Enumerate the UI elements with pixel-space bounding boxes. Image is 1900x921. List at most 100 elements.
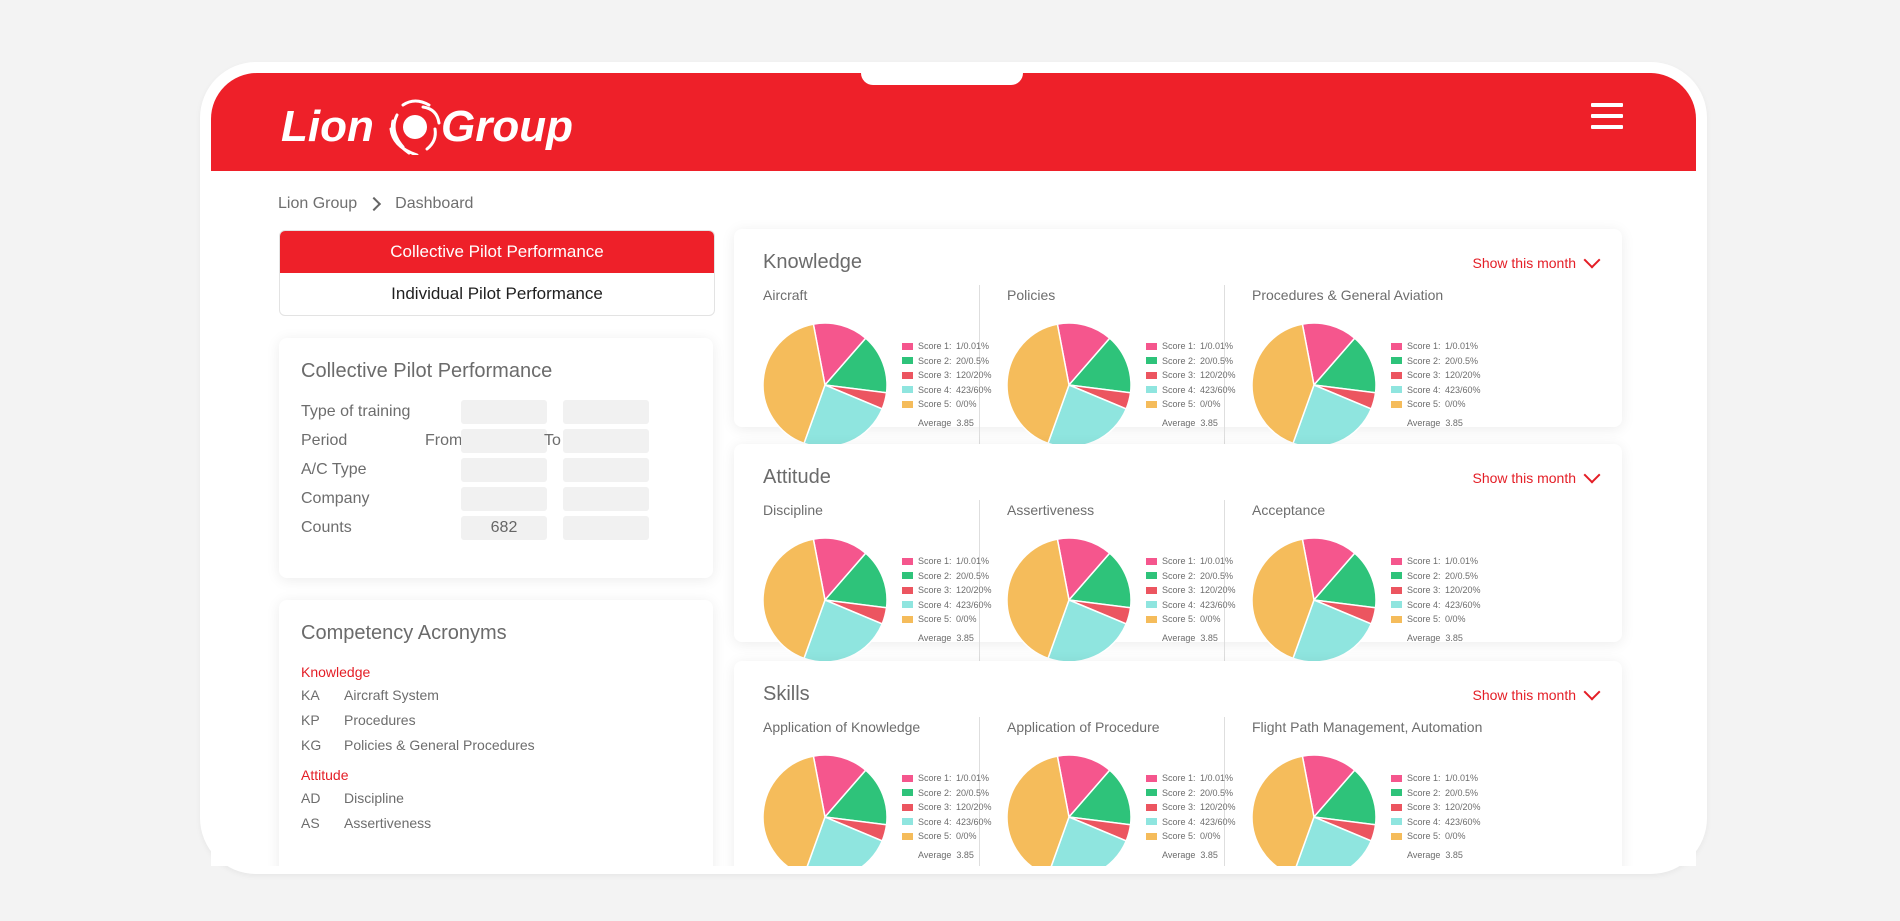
legend-value: 423/60% — [956, 816, 992, 827]
pie-slice-score-5[interactable] — [1007, 755, 1070, 866]
pie-slice-score-4[interactable] — [804, 816, 884, 866]
legend-average: Average 3.85 — [1146, 633, 1236, 643]
training-field-2[interactable] — [563, 400, 649, 424]
pie-slice-score-2[interactable] — [1067, 769, 1131, 826]
legend-swatch — [1146, 789, 1157, 797]
pie-slice-score-5[interactable] — [1252, 755, 1315, 866]
filter-row-training: Type of training — [301, 400, 701, 424]
legend-row: Score 5: 0/0% — [1391, 397, 1481, 412]
pie-slice-score-2[interactable] — [1312, 769, 1376, 826]
pie-slice-score-4[interactable] — [1292, 599, 1373, 662]
pie-slice-score-5[interactable] — [1007, 538, 1070, 660]
legend-label: Score 5: — [918, 399, 952, 409]
period-from-field[interactable] — [461, 429, 547, 453]
pie-slice-score-2[interactable] — [823, 552, 887, 609]
pie-slice-score-5[interactable] — [763, 323, 826, 445]
pie-slice-score-2[interactable] — [1312, 337, 1376, 394]
legend-label: Score 2: — [1407, 787, 1441, 798]
pie-slice-score-1[interactable] — [1056, 323, 1111, 387]
pie-slice-score-4[interactable] — [1047, 599, 1128, 662]
legend-value: 120/20% — [1200, 802, 1236, 812]
chart-title: Application of Knowledge — [763, 719, 921, 735]
breadcrumb-root[interactable]: Lion Group — [278, 195, 358, 212]
pie-slice-score-2[interactable] — [823, 337, 887, 394]
legend-row: Score 4: 423/60% — [902, 383, 992, 398]
legend-swatch — [902, 357, 913, 365]
pie-slice-score-2[interactable] — [1067, 552, 1131, 609]
filter-row-company: Company — [301, 487, 701, 511]
pie-slice-score-1[interactable] — [1301, 755, 1356, 819]
pie-slice-score-1[interactable] — [1301, 538, 1356, 602]
legend-value: 20/0.5% — [956, 355, 990, 366]
legend-swatch — [1391, 818, 1402, 826]
pie-slice-score-5[interactable] — [1007, 323, 1070, 445]
hamburger-menu-icon[interactable] — [1591, 103, 1623, 133]
legend-row: Score 2: 20/0.5% — [1391, 786, 1481, 801]
legend-swatch — [1146, 357, 1157, 365]
to-label: To — [544, 432, 561, 449]
legend-swatch — [1391, 400, 1402, 408]
legend-label: Score 4: — [1162, 384, 1196, 395]
legend-swatch — [902, 818, 913, 826]
ac-type-field-1[interactable] — [461, 458, 547, 482]
company-field-2[interactable] — [563, 487, 649, 511]
legend-row: Score 5: 0/0% — [1146, 397, 1236, 412]
legend-value: 0/0% — [1200, 831, 1221, 841]
training-field-1[interactable] — [461, 400, 547, 424]
pie-slice-score-5[interactable] — [763, 538, 826, 660]
company-field-1[interactable] — [461, 487, 547, 511]
legend-row: Score 1: 1/0.01% — [1391, 339, 1481, 354]
breadcrumb-current: Dashboard — [395, 195, 474, 212]
period-to-field[interactable] — [563, 429, 649, 453]
legend-row: Score 2: 20/0.5% — [902, 786, 992, 801]
pie-slice-score-2[interactable] — [823, 769, 887, 826]
show-this-month-dropdown[interactable]: Show this month — [1473, 466, 1601, 486]
pie-slice-score-4[interactable] — [1293, 816, 1373, 866]
column-divider — [1224, 500, 1225, 664]
pie-chart — [1252, 323, 1376, 447]
chart-title: Policies — [1007, 287, 1056, 303]
lion-group-logo[interactable]: Lion Group — [279, 95, 609, 155]
section-title: Attitude — [763, 466, 831, 488]
legend-row: Score 3: 120/20% — [902, 800, 992, 815]
legend-label: Score 4: — [1162, 599, 1196, 610]
pie-slice-score-1[interactable] — [812, 323, 867, 387]
pie-slice-score-2[interactable] — [1312, 552, 1376, 609]
company-label: Company — [301, 490, 370, 507]
show-this-month-dropdown[interactable]: Show this month — [1473, 683, 1601, 703]
acronym-row: KG Policies & General Procedures — [301, 737, 535, 753]
filter-row-ac-type: A/C Type — [301, 458, 701, 482]
column-divider — [979, 285, 980, 449]
ac-type-field-2[interactable] — [563, 458, 649, 482]
show-this-month-dropdown[interactable]: Show this month — [1473, 251, 1601, 271]
legend-row: Score 3: 120/20% — [1391, 368, 1481, 383]
pie-slice-score-4[interactable] — [1048, 816, 1128, 866]
average-label: Average — [918, 849, 952, 860]
legend-swatch — [1146, 601, 1157, 609]
legend-swatch — [1146, 386, 1157, 394]
legend-label: Score 5: — [1407, 399, 1441, 409]
pie-slice-score-5[interactable] — [763, 755, 826, 866]
legend-swatch — [902, 774, 913, 782]
pie-slice-score-1[interactable] — [1301, 323, 1356, 387]
chart-title: Acceptance — [1252, 502, 1326, 518]
chevron-right-icon — [367, 196, 382, 212]
tab-collective-pilot-performance[interactable]: Collective Pilot Performance — [280, 231, 714, 273]
filter-card-title: Collective Pilot Performance — [301, 360, 553, 382]
pie-slice-score-1[interactable] — [1056, 538, 1111, 602]
legend-row: Score 1: 1/0.01% — [902, 554, 992, 569]
pie-slice-score-1[interactable] — [1056, 755, 1111, 819]
pie-slice-score-5[interactable] — [1252, 538, 1315, 660]
counts-field-2[interactable] — [563, 516, 649, 540]
pie-slice-score-4[interactable] — [803, 599, 884, 662]
legend-label: Score 1: — [1162, 341, 1196, 351]
legend-label: Score 4: — [1162, 816, 1196, 827]
pie-slice-score-1[interactable] — [812, 538, 867, 602]
tab-individual-pilot-performance[interactable]: Individual Pilot Performance — [391, 284, 603, 303]
device-notch — [861, 73, 1023, 85]
pie-slice-score-2[interactable] — [1067, 337, 1131, 394]
average-value: 3.85 — [1445, 417, 1463, 428]
pie-slice-score-1[interactable] — [812, 755, 867, 819]
legend-swatch — [902, 572, 913, 580]
pie-slice-score-5[interactable] — [1252, 323, 1315, 445]
